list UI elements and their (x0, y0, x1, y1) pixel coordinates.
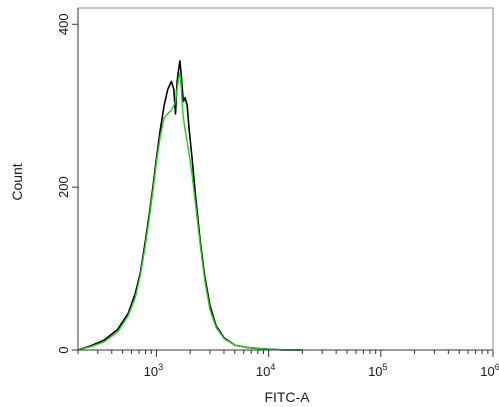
plot-frame (77, 7, 494, 351)
plot-area (77, 60, 303, 351)
x-tick-label: 105 (368, 362, 387, 379)
x-tick-label: 103 (144, 362, 163, 379)
series-line-1 (77, 60, 303, 351)
x-axis-label: FITC-A (264, 389, 310, 405)
y-axis-label: Count (9, 163, 25, 200)
series-line-2 (77, 72, 303, 351)
x-axis: 103 104 105 106 (77, 350, 499, 379)
y-tick-label: 200 (56, 176, 71, 198)
y-tick-label: 0 (56, 346, 71, 353)
y-tick-label: 400 (56, 13, 71, 35)
y-axis: 0 200 400 (56, 13, 78, 354)
x-tick-label: 104 (256, 362, 275, 379)
x-tick-label: 106 (480, 362, 499, 379)
